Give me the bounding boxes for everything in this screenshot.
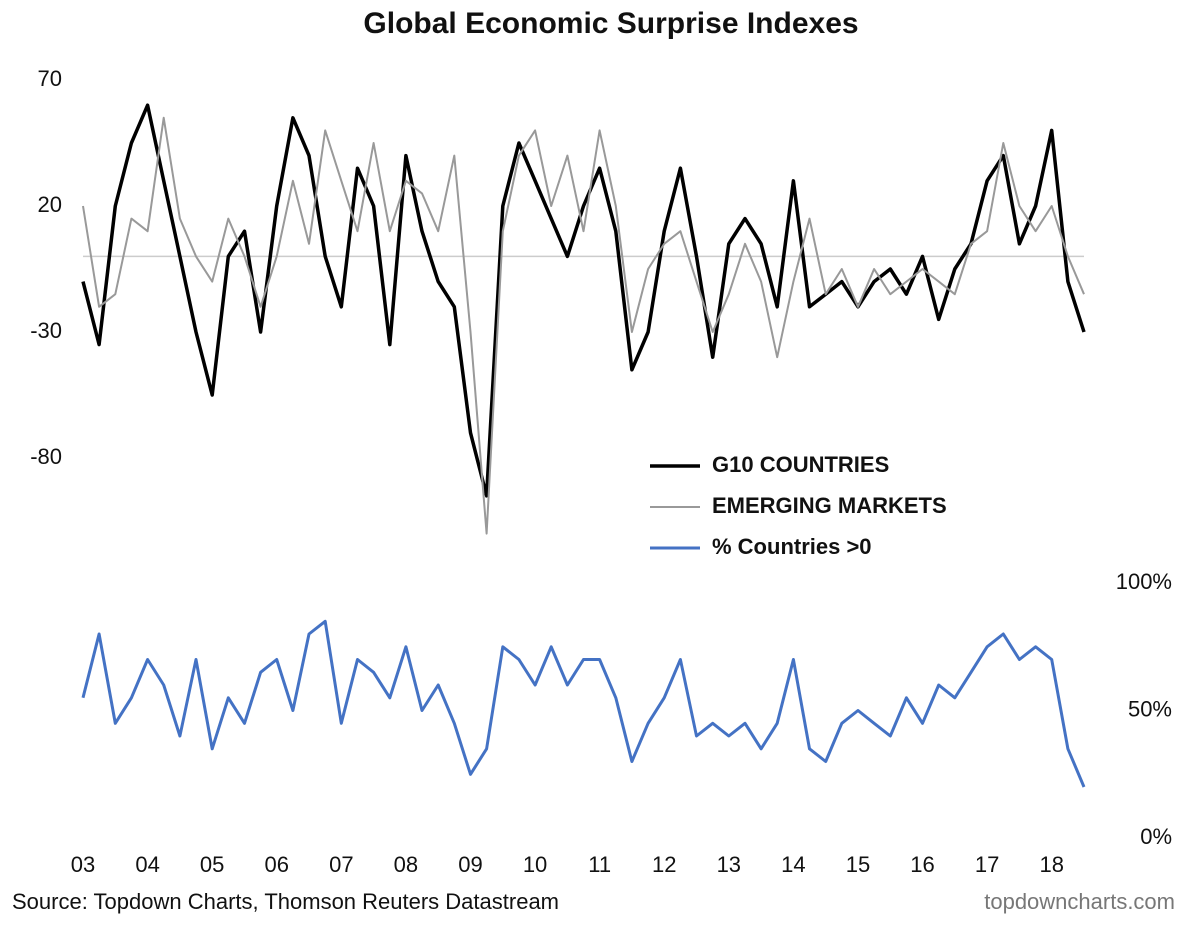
legend-label: % Countries >0	[712, 534, 872, 559]
legend-label: G10 COUNTRIES	[712, 452, 889, 477]
y2-tick-label: 100%	[1116, 569, 1172, 594]
x-tick-label: 05	[200, 852, 224, 877]
series-line	[81, 103, 1086, 498]
x-tick-label: 03	[71, 852, 95, 877]
x-tick-label: 10	[523, 852, 547, 877]
y-tick-label: -30	[30, 318, 62, 343]
x-tick-label: 15	[846, 852, 870, 877]
y2-tick-label: 0%	[1140, 824, 1172, 849]
series-line	[82, 116, 1085, 535]
x-tick-label: 12	[652, 852, 676, 877]
x-tick-label: 11	[588, 852, 611, 877]
x-tick-label: 16	[910, 852, 934, 877]
series-line	[81, 619, 1086, 788]
y-tick-label: -80	[30, 444, 62, 469]
x-tick-label: 06	[264, 852, 288, 877]
x-tick-label: 14	[781, 852, 805, 877]
x-tick-label: 17	[975, 852, 999, 877]
x-tick-label: 09	[458, 852, 482, 877]
x-tick-label: 07	[329, 852, 353, 877]
x-tick-label: 04	[135, 852, 159, 877]
chart-title: Global Economic Surprise Indexes	[363, 7, 858, 40]
x-tick-label: 18	[1039, 852, 1063, 877]
y-tick-label: 20	[38, 192, 62, 217]
y-tick-label: 70	[38, 66, 62, 91]
x-tick-label: 13	[717, 852, 741, 877]
x-tick-label: 08	[394, 852, 418, 877]
y2-tick-label: 50%	[1128, 696, 1172, 721]
legend-label: EMERGING MARKETS	[712, 493, 947, 518]
source-note: Source: Topdown Charts, Thomson Reuters …	[12, 889, 559, 914]
brand: topdowncharts.com	[984, 889, 1175, 914]
